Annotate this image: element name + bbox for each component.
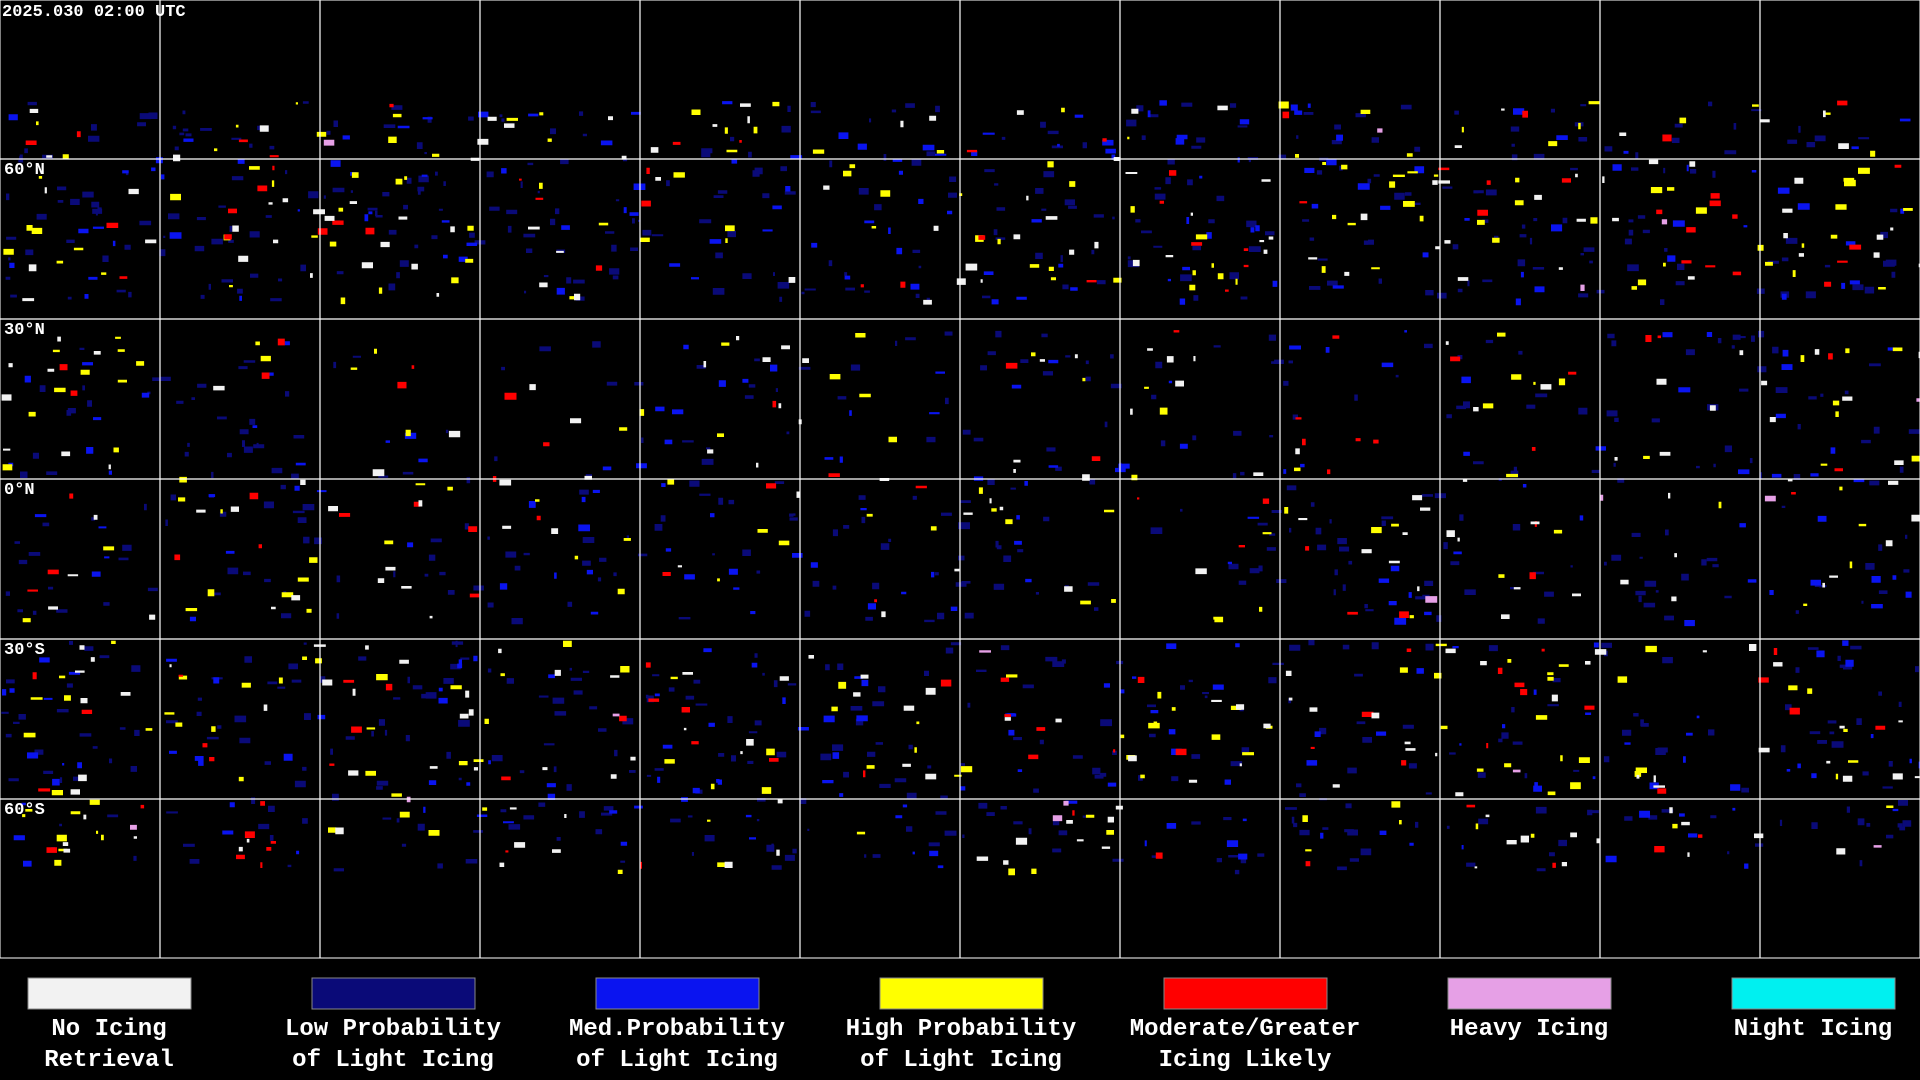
legend-label: of Light Icing bbox=[292, 1047, 494, 1074]
legend-swatch bbox=[595, 977, 760, 1010]
legend-label: of Light Icing bbox=[576, 1047, 778, 1074]
legend-swatch bbox=[27, 977, 192, 1010]
legend-label: No Icing bbox=[51, 1016, 166, 1043]
legend-label: High Probability bbox=[846, 1016, 1076, 1043]
graticule bbox=[0, 0, 1920, 959]
latitude-label: 0°N bbox=[4, 481, 35, 500]
legend-label: Heavy Icing bbox=[1450, 1016, 1608, 1043]
legend-label: Moderate/Greater bbox=[1130, 1016, 1360, 1043]
latitude-label: 30°N bbox=[4, 321, 45, 340]
legend-swatch bbox=[1163, 977, 1328, 1010]
legend-label: Med.Probability bbox=[569, 1016, 785, 1043]
legend-swatch bbox=[311, 977, 476, 1010]
legend-label: Low Probability bbox=[285, 1016, 501, 1043]
legend-label: of Light Icing bbox=[860, 1047, 1062, 1074]
latitude-label: 30°S bbox=[4, 641, 45, 660]
latitude-label: 60°N bbox=[4, 161, 45, 180]
legend-swatch bbox=[1447, 977, 1612, 1010]
legend-swatch bbox=[1731, 977, 1896, 1010]
timestamp: 2025.030 02:00 UTC bbox=[2, 3, 186, 22]
latitude-label: 60°S bbox=[4, 801, 45, 820]
legend-label: Night Icing bbox=[1734, 1016, 1892, 1043]
map-frame bbox=[0, 0, 1920, 959]
legend-label: Icing Likely bbox=[1159, 1047, 1332, 1074]
legend-label: Retrieval bbox=[44, 1047, 174, 1074]
legend-swatch bbox=[879, 977, 1044, 1010]
